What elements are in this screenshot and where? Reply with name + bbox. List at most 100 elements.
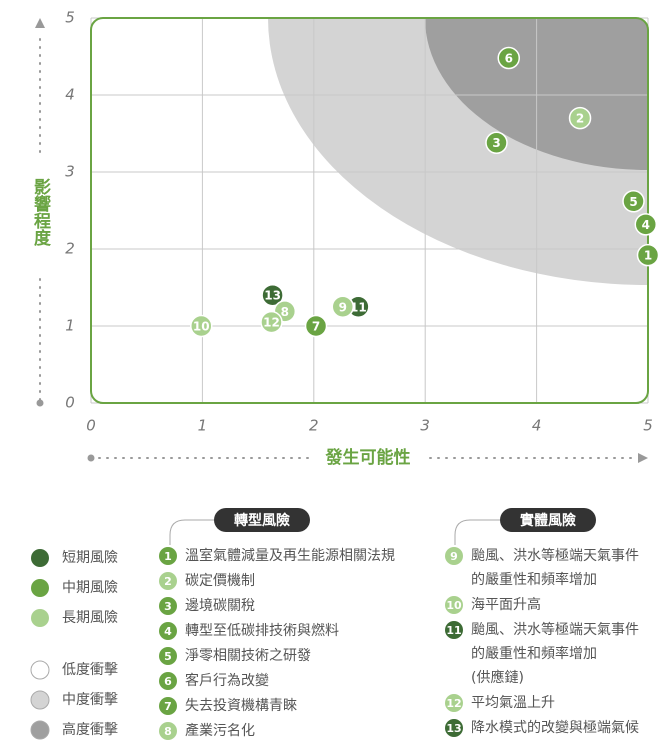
item-text: 颱風、洪水等極端天氣事件: [471, 547, 639, 564]
point-label: 13: [264, 289, 281, 303]
item-text: 產業污名化: [185, 722, 255, 739]
arrow-head: [35, 18, 45, 28]
legend-label: 長期風險: [62, 610, 118, 626]
point-label: 1: [644, 249, 652, 263]
point-label: 8: [281, 305, 289, 319]
item-badge: [159, 597, 177, 615]
bracket: [169, 519, 214, 545]
x-tick-label: 4: [532, 417, 542, 435]
risk-point: [260, 310, 283, 334]
risk-point: [190, 314, 213, 338]
bracket: [454, 519, 500, 545]
item-number: 12: [446, 697, 461, 710]
item-badge: [159, 547, 177, 565]
item-number: 2: [164, 575, 172, 588]
item-number: 3: [164, 600, 172, 613]
item-badge: [445, 719, 463, 737]
legend-swatch: [31, 609, 49, 627]
item-text: 颱風、洪水等極端天氣事件: [471, 621, 639, 638]
item-text: (供應鏈): [471, 669, 524, 686]
item-number: 8: [164, 725, 172, 738]
item-number: 6: [164, 675, 172, 688]
y-tick-label: 2: [65, 240, 75, 258]
group-pill: [214, 508, 310, 532]
item-text: 失去投資機構青睞: [185, 698, 297, 714]
point-label: 12: [263, 316, 280, 330]
item-badge: [445, 596, 463, 614]
point-label: 10: [193, 320, 210, 334]
point-label: 3: [492, 136, 500, 150]
item-badge: [159, 672, 177, 690]
item-number: 5: [164, 650, 172, 663]
y-tick-label: 3: [65, 163, 75, 181]
y-tick-label: 1: [65, 317, 75, 335]
y-tick-label: 0: [65, 394, 75, 412]
risk-point: [485, 131, 508, 154]
risk-point: [497, 46, 520, 70]
x-tick-label: 2: [309, 417, 319, 435]
risk-point: [261, 283, 284, 307]
legend-swatch: [31, 549, 49, 567]
item-number: 1: [164, 550, 172, 563]
item-text: 邊境碳關稅: [185, 598, 255, 614]
impact-zones: [91, 18, 648, 403]
risk-point: [622, 190, 645, 213]
point-label: 11: [350, 300, 367, 314]
risk-point: [636, 243, 660, 267]
point-label: 7: [312, 320, 320, 334]
item-number: 13: [446, 722, 461, 735]
axis-dot: [36, 399, 44, 407]
risk-point: [568, 106, 592, 130]
item-badge: [159, 722, 177, 740]
x-axis-label: 發生可能性: [325, 447, 411, 468]
legend-swatch: [30, 720, 50, 740]
arrow-head: [638, 453, 648, 463]
group-pill: [500, 508, 596, 532]
item-number: 7: [164, 700, 172, 713]
item-badge: [445, 547, 463, 565]
y-axis-label: 影響程度: [30, 178, 51, 247]
item-text: 碳定價機制: [185, 572, 255, 589]
x-tick-label: 1: [198, 417, 208, 435]
item-text: 的嚴重性和頻率增加: [471, 571, 597, 588]
legend-label: 短期風險: [62, 550, 118, 566]
item-text: 溫室氣體減量及再生能源相關法規: [185, 547, 395, 564]
item-text: 客戶行為改變: [185, 672, 269, 689]
risk-point: [634, 213, 658, 236]
legend-label: 低度衝擊: [62, 661, 118, 678]
point-label: 9: [339, 300, 347, 314]
x-tick-label: 5: [643, 417, 653, 435]
x-tick-label: 3: [420, 417, 430, 435]
item-text: 淨零相關技術之研發: [185, 648, 311, 664]
item-text: 降水模式的改變與極端氣候: [471, 720, 639, 736]
y-tick-label: 5: [65, 9, 75, 27]
item-badge: [159, 647, 177, 665]
risk-point: [331, 295, 355, 318]
item-badge: [445, 621, 463, 639]
legend-swatch: [31, 579, 49, 597]
item-number: 4: [164, 625, 172, 638]
item-number: 11: [446, 624, 461, 637]
item-number: 10: [446, 599, 462, 612]
group-title: 轉型風險: [234, 512, 290, 529]
legend-label: 高度衝擊: [62, 721, 118, 738]
point-label: 5: [629, 195, 637, 209]
legend-label: 中期風險: [62, 580, 118, 596]
plot-border: [90, 17, 649, 404]
legend-swatch: [30, 690, 50, 710]
axis-dot: [87, 454, 95, 462]
legend-swatch: [30, 660, 50, 680]
point-label: 2: [576, 112, 584, 126]
item-badge: [159, 622, 177, 640]
item-number: 9: [450, 550, 458, 563]
item-text: 轉型至低碳排技術與燃料: [185, 622, 339, 639]
item-text: 平均氣溫上升: [471, 695, 555, 711]
item-text: 的嚴重性和頻率增加: [471, 645, 597, 662]
item-badge: [159, 572, 177, 590]
group-title: 實體風險: [520, 512, 576, 529]
item-badge: [159, 697, 177, 715]
item-badge: [445, 694, 463, 712]
item-text: 海平面升高: [471, 596, 541, 613]
